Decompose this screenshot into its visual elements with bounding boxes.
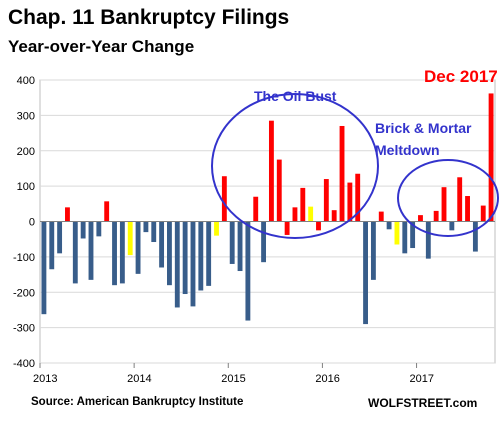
watermark: WOLFSTREET.com (368, 396, 478, 410)
bar (127, 221, 133, 256)
x-tick-label: 2017 (410, 373, 434, 385)
y-tick-label: 400 (17, 75, 35, 87)
x-tick-label: 2014 (127, 373, 151, 385)
annotation-meltdown: Meltdown (375, 142, 440, 158)
bar (96, 221, 102, 237)
bar (441, 187, 447, 222)
bar (418, 215, 423, 222)
bar (300, 187, 306, 222)
bar (355, 173, 361, 222)
bar (135, 221, 141, 274)
bar (88, 221, 94, 280)
bar (119, 221, 125, 284)
x-tick-label: 2016 (315, 373, 339, 385)
bar (167, 221, 172, 286)
y-tick-label: -200 (13, 287, 35, 299)
x-tick-label: 2013 (33, 373, 57, 385)
bar (72, 221, 78, 284)
bar (57, 221, 63, 254)
bar (386, 221, 392, 230)
bar (425, 221, 431, 259)
y-tick-label: -300 (13, 323, 35, 335)
bar (253, 196, 259, 222)
bar (229, 221, 235, 264)
bar (143, 221, 149, 233)
oil-bust-ellipse (211, 93, 379, 239)
bar (221, 176, 227, 222)
y-tick-label: -400 (13, 358, 35, 370)
bar (347, 182, 353, 222)
bar (49, 221, 55, 270)
bar (198, 221, 204, 291)
bar (410, 221, 416, 249)
bar (104, 201, 110, 222)
x-tick-label: 2015 (221, 373, 245, 385)
bar (182, 221, 188, 295)
bar (402, 221, 408, 254)
bar (323, 179, 329, 222)
bar (206, 221, 212, 286)
y-tick-label: 200 (17, 146, 35, 158)
bar (433, 210, 439, 222)
bar (292, 207, 298, 222)
bars (41, 93, 494, 325)
brick-mortar-ellipse (397, 159, 499, 237)
y-tick-labels: -400 -300 -200 -100 0 100 200 300 400 (13, 75, 35, 370)
bar (151, 221, 157, 243)
source-note: Source: American Bankruptcy Institute (31, 396, 244, 408)
y-tick-label: 0 (29, 217, 35, 229)
y-tick-label: -100 (13, 252, 35, 264)
bar (237, 221, 243, 272)
y-tick-label: 300 (17, 110, 35, 122)
bar (284, 221, 290, 235)
bar (449, 221, 455, 231)
bar (488, 93, 494, 222)
bar (159, 221, 165, 268)
bar (112, 221, 117, 286)
bar (465, 196, 470, 222)
bar (480, 205, 486, 222)
bar (339, 125, 345, 222)
bar (41, 221, 47, 315)
x-tick-labels: 2013 2014 2015 2016 2017 (33, 363, 434, 385)
bar (378, 211, 384, 222)
bar (80, 221, 86, 239)
annotation-brick-mortar: Brick & Mortar (375, 120, 472, 136)
bar (65, 207, 70, 222)
bar (276, 159, 282, 222)
bar (394, 221, 400, 245)
bar (316, 221, 321, 231)
bar (174, 221, 180, 308)
annotation-dec-2017: Dec 2017 (424, 67, 498, 86)
chart-subtitle: Year-over-Year Change (8, 37, 195, 56)
bar (363, 221, 368, 325)
bar (472, 221, 478, 252)
bar (214, 221, 219, 236)
chart-title: Chap. 11 Bankruptcy Filings (8, 6, 290, 29)
bar (308, 206, 314, 222)
bar (261, 221, 267, 263)
bar (370, 221, 376, 280)
y-tick-label: 100 (17, 181, 35, 193)
bar (457, 177, 463, 222)
bar (268, 120, 274, 222)
annotation-oil-bust: The Oil Bust (254, 88, 337, 104)
bar (245, 221, 251, 321)
bar (190, 221, 196, 307)
bar (331, 210, 337, 222)
